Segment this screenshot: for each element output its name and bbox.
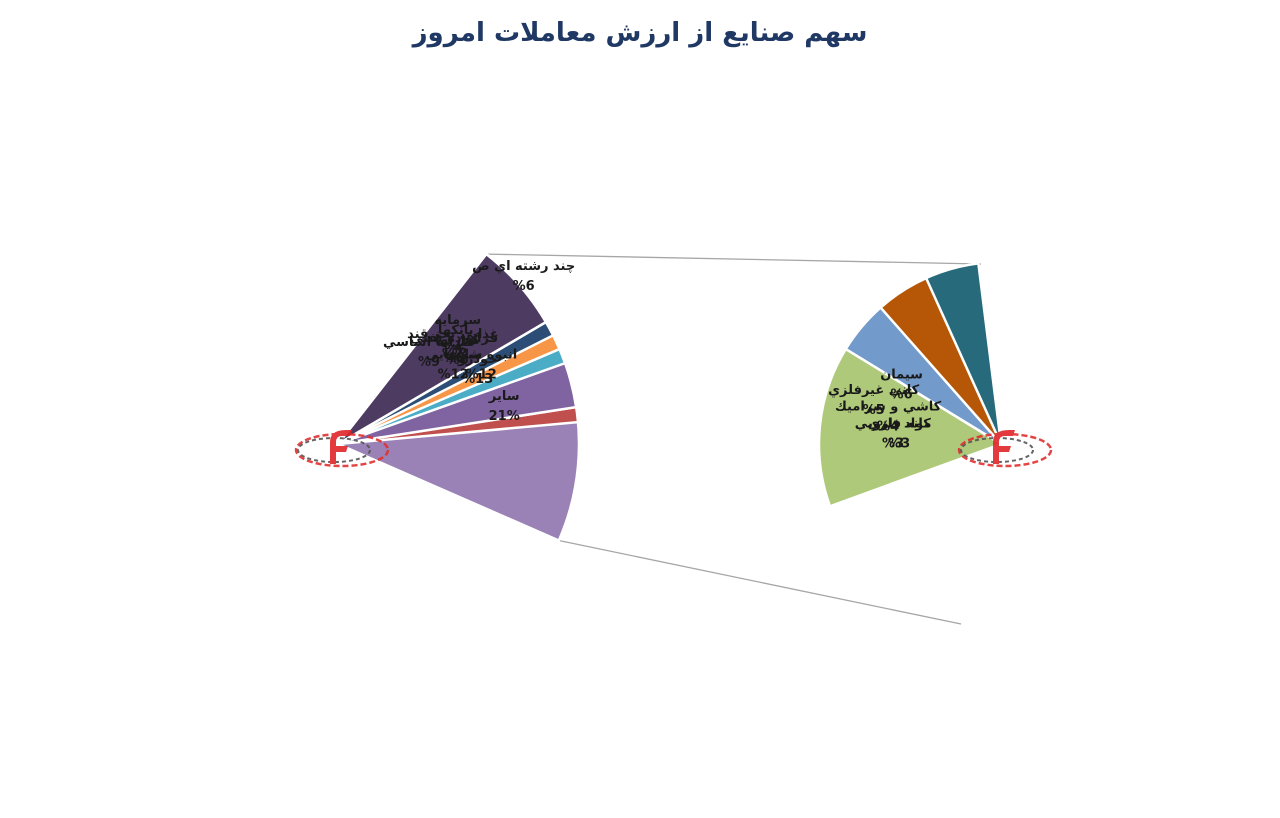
secondary-value-0: %6 <box>891 387 913 402</box>
main-pie <box>334 252 581 543</box>
main-label-8-0: سرمايه <box>434 313 481 328</box>
main-slice-9 <box>337 252 548 446</box>
secondary-label-0-0: سيمان <box>880 367 923 382</box>
secondary-value-4: %3 <box>888 436 910 451</box>
connector-lines <box>486 253 982 625</box>
watermark-logo-secondary <box>957 430 1053 468</box>
main-value-2: %12 <box>466 368 497 383</box>
secondary-value-1: %5 <box>863 403 885 418</box>
main-value-5: %8 <box>443 351 465 366</box>
main-value-3: %12 <box>438 368 469 383</box>
main-label-7-0: بانكها <box>438 323 474 338</box>
secondary-label-3-0: مواد دارويي <box>855 416 932 431</box>
secondary-label-4-0: كانه فلزي <box>867 416 931 431</box>
main-label-6-0: غذايي بجز قند <box>407 327 499 342</box>
chart-title: سهم صنايع از ارزش معاملات امروز <box>412 18 868 48</box>
secondary-label-2-0: كاشي و سراميك <box>835 399 942 414</box>
secondary-slice-4 <box>817 347 1004 508</box>
main-value-9: %6 <box>513 279 535 294</box>
watermark-logos <box>294 430 1053 468</box>
main-value-7: %6 <box>445 343 467 358</box>
main-label-2-0: انبوه سازي <box>445 348 517 363</box>
main-label-3-0: شيميايي <box>426 348 481 363</box>
watermark-logo-main <box>294 430 390 468</box>
secondary-label-1-0: كاني غيرفلزي <box>828 383 920 398</box>
secondary-value-2: %4 <box>877 419 899 434</box>
main-value-4: %9 <box>418 355 440 370</box>
connector-line-bottom <box>558 539 962 625</box>
secondary-pie <box>817 262 1004 508</box>
main-label-1-0: خودرو <box>457 352 498 367</box>
main-label-0-0: ساير <box>488 389 520 404</box>
secondary-value-3: %3 <box>882 436 904 451</box>
main-value-8: %6 <box>447 353 469 368</box>
slice-labels: ساير 21% خودرو %13 انبوه سازي %12 شيميايي %12 فل… <box>383 259 942 451</box>
main-label-9-0: چند رشته اي ص <box>472 259 575 274</box>
main-label-5-0: فراورده نفتي <box>410 331 498 346</box>
main-label-4-0: فلزات اساسي <box>383 335 475 350</box>
main-label-8-1: گذاريها <box>435 332 481 348</box>
connector-line-top <box>486 253 982 265</box>
main-value-6: %7 <box>442 347 464 362</box>
main-value-1: %13 <box>462 372 493 387</box>
main-value-0: 21% <box>489 409 520 424</box>
